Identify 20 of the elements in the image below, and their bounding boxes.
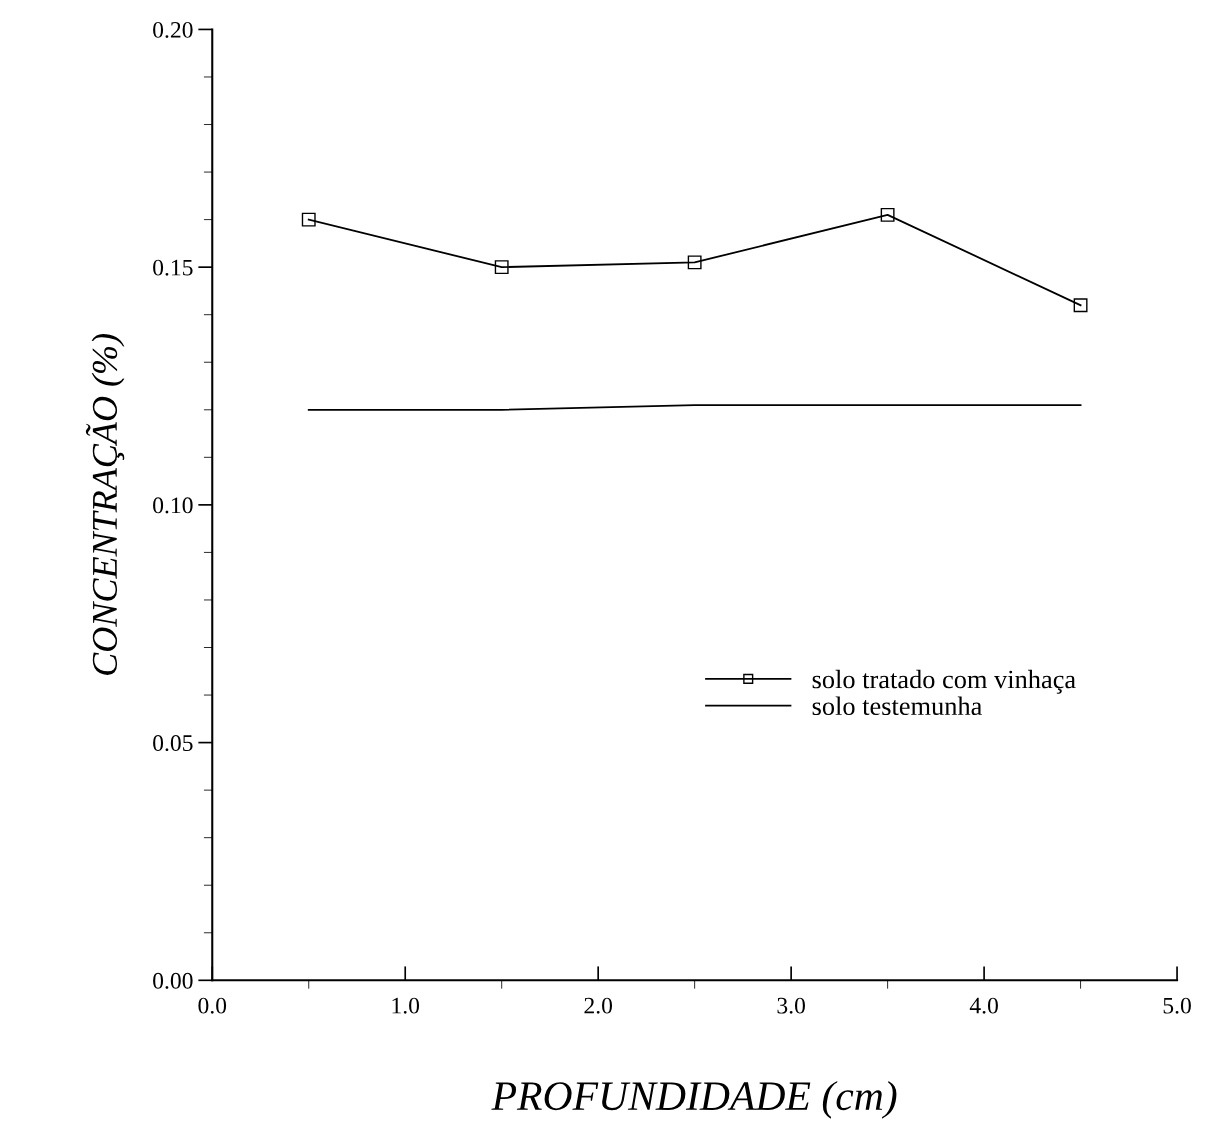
point	[687, 255, 702, 270]
y-tick-label: 0.05	[153, 735, 193, 752]
point	[494, 260, 509, 275]
x-tick-label: 0.0	[198, 997, 227, 1014]
y-axis-title: CONCENTRAÇÃO (%)	[85, 333, 125, 675]
x-axis-title: PROFUNDIDADE (cm)	[491, 1080, 897, 1119]
x-tick-label: 2.0	[584, 997, 613, 1014]
x-tick-label: 5.0	[1163, 997, 1191, 1014]
point	[880, 207, 895, 222]
y-tick-label: 0.10	[153, 497, 193, 514]
point	[301, 212, 316, 227]
y-tick-label: 0.20	[153, 21, 193, 38]
legend-label: solo testemunha	[812, 696, 982, 716]
x-tick-label: 3.0	[777, 997, 805, 1014]
y-tick-label: 0.15	[153, 259, 193, 276]
y-tick-label: 0.00	[153, 972, 193, 989]
point	[1073, 298, 1088, 313]
legend-label: solo tratado com vinhaça	[812, 669, 1076, 694]
x-tick-label: 4.0	[969, 997, 998, 1014]
x-tick-label: 1.0	[392, 997, 420, 1014]
